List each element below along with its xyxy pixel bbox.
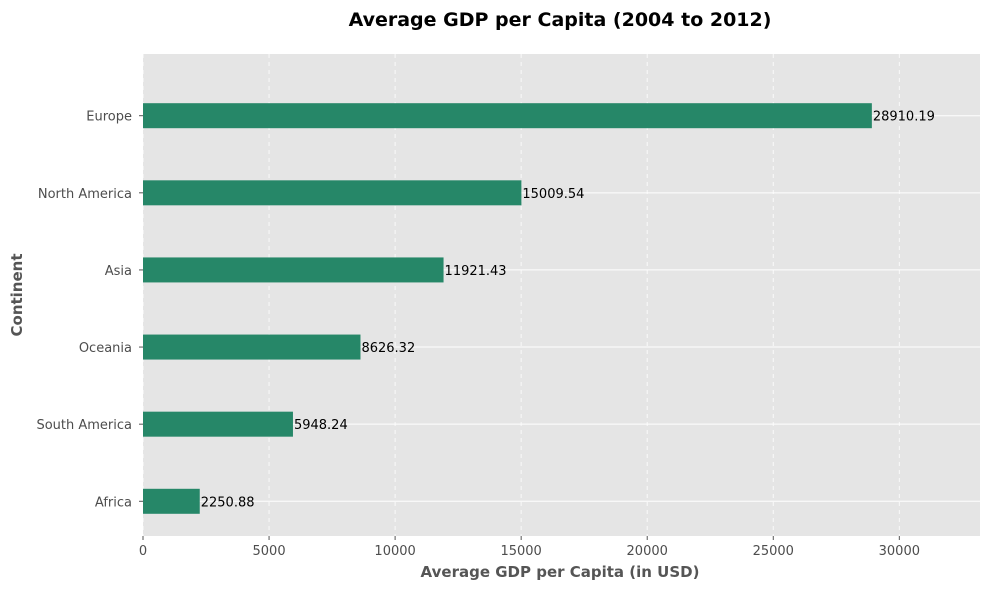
- plot-area: [143, 54, 980, 536]
- bar-value-label: 11921.43: [445, 264, 507, 279]
- bar-value-label: 28910.19: [873, 110, 935, 125]
- x-tick-label: 15000: [500, 544, 541, 559]
- bar-value-label: 2250.88: [201, 495, 255, 510]
- y-tick-label: Europe: [86, 110, 132, 125]
- bar-south-america: [143, 411, 293, 437]
- bar-africa: [143, 488, 200, 514]
- x-tick-label: 5000: [253, 544, 286, 559]
- bar-value-label: 8626.32: [361, 341, 415, 356]
- x-axis-ticks: 0 5000 10000 15000 20000 25000 30000: [139, 536, 920, 559]
- y-tick-label: Oceania: [79, 341, 132, 356]
- x-tick-label: 10000: [374, 544, 415, 559]
- chart-title: Average GDP per Capita (2004 to 2012): [349, 9, 772, 31]
- bar-europe: [143, 103, 872, 129]
- bar-value-label: 15009.54: [522, 187, 584, 202]
- bar-value-label: 5948.24: [294, 418, 348, 433]
- x-axis-label: Average GDP per Capita (in USD): [421, 563, 700, 581]
- bars: [143, 103, 872, 514]
- bar-oceania: [143, 334, 361, 360]
- x-tick-label: 25000: [753, 544, 794, 559]
- y-tick-label: Africa: [95, 495, 132, 510]
- x-tick-label: 30000: [879, 544, 920, 559]
- x-tick-label: 20000: [627, 544, 668, 559]
- data-labels: 2250.88 5948.24 8626.32 11921.43 15009.54 289…: [201, 110, 935, 511]
- y-axis-label: Continent: [8, 253, 26, 336]
- x-tick-label: 0: [139, 544, 147, 559]
- bar-asia: [143, 257, 444, 283]
- y-tick-label: North America: [38, 187, 132, 202]
- y-axis-ticks: Africa South America Oceania Asia North Amer…: [36, 110, 143, 510]
- y-tick-label: Asia: [105, 264, 132, 279]
- y-tick-label: South America: [36, 418, 132, 433]
- bar-north-america: [143, 180, 522, 206]
